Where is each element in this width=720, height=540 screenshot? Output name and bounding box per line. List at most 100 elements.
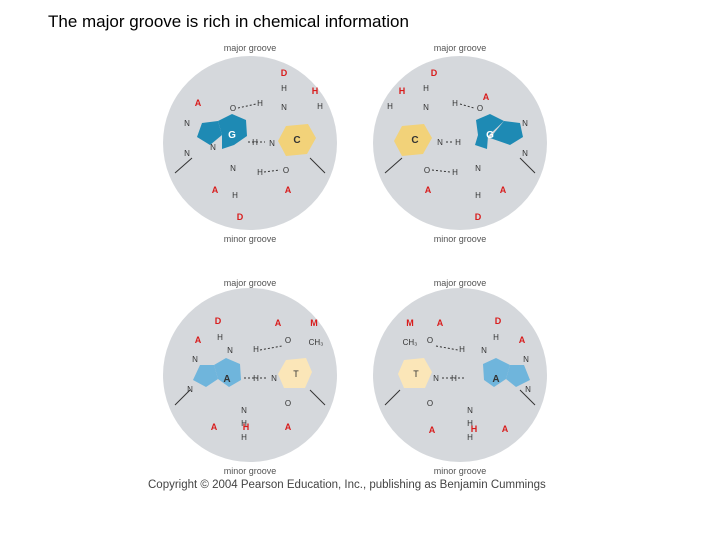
background-circle (373, 56, 547, 230)
adenine-six-ring (214, 358, 241, 387)
minor-code-a: A (500, 185, 507, 195)
svg-text:N: N (271, 374, 277, 383)
guanine-six-ring (475, 114, 504, 149)
svg-text:H: H (493, 333, 499, 342)
svg-text:H: H (232, 191, 238, 200)
page-title: The major groove is rich in chemical inf… (48, 12, 409, 31)
minor-code-d: D (475, 212, 482, 222)
major-code-m: M (406, 318, 414, 328)
svg-text:N: N (269, 139, 275, 148)
svg-text:N: N (192, 355, 198, 364)
background-circle (163, 288, 337, 462)
minor-code-a: A (502, 424, 509, 434)
cg-pair-diagram: C G H N H O N H O H N H H N N H D A A D A (373, 56, 547, 230)
minor-groove-label: minor groove (433, 234, 487, 244)
svg-text:H: H (217, 333, 223, 342)
svg-text:N: N (241, 406, 247, 415)
svg-text:H: H (459, 345, 465, 354)
svg-text:H: H (455, 138, 461, 147)
base-letter-t: T (413, 369, 419, 379)
adenine-five-ring (506, 365, 530, 387)
major-code-a: A (437, 318, 444, 328)
base-letter-t: T (293, 369, 299, 379)
svg-text:N: N (184, 119, 190, 128)
svg-text:O: O (427, 336, 433, 345)
base-letter-g: G (486, 130, 494, 141)
svg-text:H: H (387, 102, 393, 111)
major-code-d: D (215, 316, 222, 326)
svg-text:N: N (522, 149, 528, 158)
adenine-six-ring (483, 358, 510, 387)
guanine-five-ring (490, 121, 523, 145)
minor-code-a: A (212, 185, 219, 195)
guanine-five-ring (197, 121, 222, 145)
svg-text:N: N (475, 164, 481, 173)
minor-code-a: A (429, 425, 436, 435)
svg-text:O: O (283, 166, 289, 175)
minor-groove-label: minor groove (223, 234, 277, 244)
svg-text:O: O (230, 104, 236, 113)
base-letter-c: C (293, 135, 300, 146)
major-groove-label: major groove (223, 278, 277, 288)
svg-text:N: N (210, 143, 216, 152)
major-code-h: H (399, 86, 406, 96)
adenine-five-ring (193, 365, 218, 387)
svg-text:N: N (184, 149, 190, 158)
minor-code-a: A (285, 185, 292, 195)
svg-text:H: H (467, 433, 473, 442)
svg-text:O: O (424, 166, 430, 175)
svg-text:H: H (423, 84, 429, 93)
svg-text:H: H (452, 168, 458, 177)
major-code-d: D (281, 68, 288, 78)
minor-code-h: H (243, 422, 250, 432)
minor-code-a: A (285, 422, 292, 432)
background-circle (163, 56, 337, 230)
major-code-a: A (195, 335, 202, 345)
cytosine-ring (278, 124, 316, 156)
svg-text:H: H (241, 433, 247, 442)
minor-code-d: D (237, 212, 244, 222)
base-letter-a: A (492, 374, 499, 385)
svg-text:O: O (285, 336, 291, 345)
major-code-a: A (519, 335, 526, 345)
minor-code-h: H (471, 424, 478, 434)
svg-text:H: H (241, 419, 247, 428)
svg-text:N: N (433, 374, 439, 383)
svg-text:N: N (437, 138, 443, 147)
svg-text:H: H (475, 191, 481, 200)
guanine-six-ring (218, 114, 247, 149)
methyl-group: CH₃ (309, 338, 324, 347)
svg-text:O: O (285, 399, 291, 408)
base-letter-c: C (411, 135, 418, 146)
svg-text:H: H (467, 419, 473, 428)
major-code-a: A (275, 318, 282, 328)
major-code-d: D (431, 68, 438, 78)
svg-text:N: N (481, 346, 487, 355)
major-code-m: M (310, 318, 318, 328)
svg-text:O: O (427, 399, 433, 408)
svg-text:N: N (525, 385, 531, 394)
svg-text:N: N (523, 355, 529, 364)
panel-cg: major groove C G H N H O N H O H N H H N N H D A A… (370, 38, 550, 244)
svg-text:H: H (257, 168, 263, 177)
major-groove-label: major groove (223, 43, 277, 53)
thymine-ring (278, 358, 312, 388)
svg-text:H: H (317, 102, 323, 111)
svg-text:O: O (477, 104, 483, 113)
major-code-a: A (483, 92, 490, 102)
cytosine-ring (394, 124, 432, 156)
svg-text:H: H (281, 84, 287, 93)
svg-text:H: H (252, 138, 258, 147)
minor-groove-label: minor groove (433, 466, 487, 476)
minor-groove-label: minor groove (223, 466, 277, 476)
svg-text:N: N (467, 406, 473, 415)
background-circle (373, 288, 547, 462)
svg-text:H: H (452, 99, 458, 108)
svg-text:N: N (230, 164, 236, 173)
thymine-ring (398, 358, 432, 388)
major-groove-label: major groove (433, 278, 487, 288)
